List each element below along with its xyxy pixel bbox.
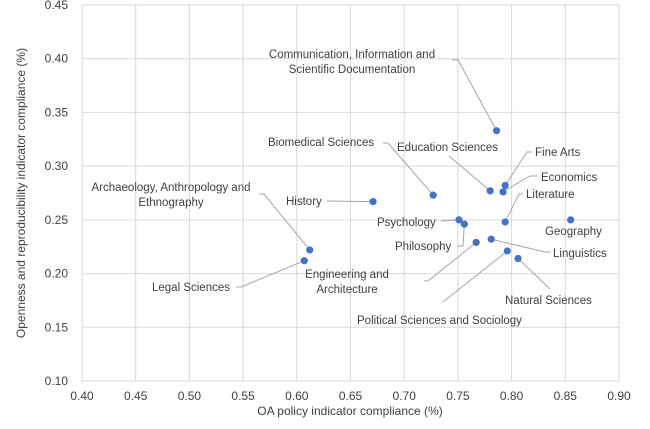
- y-tick-label: 0.45: [45, 0, 69, 12]
- x-tick-label: 0.80: [500, 389, 524, 403]
- data-label-line: Political Sciences and Sociology: [357, 315, 522, 327]
- data-label-line: Legal Sciences: [152, 282, 230, 294]
- x-tick-label: 0.40: [70, 389, 94, 403]
- data-label-line: Fine Arts: [535, 147, 581, 159]
- leader-line: [383, 142, 434, 196]
- leader-line: [236, 260, 305, 288]
- data-label-line: History: [286, 196, 322, 208]
- data-label: Legal Sciences: [152, 282, 230, 294]
- data-label: Geography: [545, 226, 602, 238]
- x-tick-label: 0.90: [607, 389, 631, 403]
- data-label: Psychology: [377, 217, 436, 229]
- data-label: Philosophy: [395, 241, 452, 253]
- data-point[interactable]: [300, 257, 308, 265]
- y-tick-label: 0.35: [45, 105, 69, 119]
- data-label: Linguistics: [553, 248, 607, 260]
- leader-line: [424, 242, 477, 282]
- leader-line: [517, 258, 551, 290]
- x-tick-label: 0.60: [285, 389, 309, 403]
- leader-line: [259, 193, 311, 251]
- leader-lines: [236, 59, 551, 303]
- data-label: Fine Arts: [535, 147, 581, 159]
- y-tick-label: 0.15: [45, 320, 69, 334]
- data-point[interactable]: [567, 216, 575, 224]
- data-label-line: Philosophy: [395, 241, 452, 253]
- data-label-line: Engineering and: [305, 269, 389, 281]
- x-tick-label: 0.45: [124, 389, 148, 403]
- y-axis-title: Openness and reproducibility indicator c…: [14, 48, 28, 338]
- data-label: Communication, Information and Scientific…: [269, 49, 435, 76]
- data-label: History: [286, 196, 322, 208]
- data-label: Economics: [541, 172, 597, 184]
- data-point[interactable]: [503, 247, 511, 255]
- data-point[interactable]: [514, 254, 522, 263]
- x-tick-label: 0.65: [339, 389, 363, 403]
- data-point[interactable]: [369, 197, 377, 206]
- data-point[interactable]: [306, 246, 314, 254]
- data-label-line: Biomedical Sciences: [268, 137, 374, 149]
- data-label: Literature: [526, 189, 575, 201]
- y-tick-label: 0.40: [45, 52, 69, 66]
- leader-line: [326, 200, 374, 203]
- leader-line: [491, 238, 550, 253]
- gridlines: [81, 4, 620, 382]
- data-label-line: Archaeology, Anthropology and: [92, 182, 251, 194]
- y-tick-label: 0.10: [45, 374, 69, 388]
- data-point[interactable]: [455, 216, 463, 224]
- data-label-line: Communication, Information and: [269, 49, 435, 61]
- data-label: Natural Sciences: [505, 295, 592, 307]
- data-point[interactable]: [499, 188, 507, 196]
- leader-line: [448, 155, 491, 192]
- y-tick-label: 0.30: [45, 159, 69, 173]
- data-label: Biomedical Sciences: [268, 137, 374, 149]
- data-label-line: Education Sciences: [397, 142, 498, 154]
- leader-line: [504, 151, 532, 186]
- data-label: Engineering and Architecture: [305, 269, 389, 296]
- y-tick-label: 0.20: [45, 267, 69, 281]
- data-point[interactable]: [472, 238, 480, 247]
- data-label-line: Literature: [526, 189, 575, 201]
- data-label-line: Natural Sciences: [505, 295, 592, 307]
- leader-line: [504, 193, 523, 223]
- data-label-line: Geography: [545, 226, 602, 238]
- leader-line: [502, 175, 537, 193]
- data-points: [300, 127, 575, 265]
- data-label-line: Psychology: [377, 217, 436, 229]
- data-label: Archaeology, Anthropology and Ethnography: [92, 182, 251, 209]
- x-tick-label: 0.55: [231, 389, 255, 403]
- x-axis-title: OA policy indicator compliance (%): [257, 404, 442, 418]
- data-point[interactable]: [486, 187, 494, 195]
- data-label-line: Economics: [541, 172, 597, 184]
- y-tick-label: 0.25: [45, 213, 69, 227]
- data-label: Political Sciences and Sociology: [357, 315, 522, 327]
- leader-line: [442, 250, 508, 303]
- data-point[interactable]: [492, 127, 501, 135]
- data-point[interactable]: [501, 218, 509, 226]
- x-tick-label: 0.70: [393, 389, 417, 403]
- data-label-line: Scientific Documentation: [289, 64, 416, 76]
- data-label-line: Linguistics: [553, 248, 607, 260]
- x-tick-label: 0.50: [178, 389, 202, 403]
- leader-line: [458, 224, 465, 247]
- data-point[interactable]: [501, 181, 509, 190]
- data-point[interactable]: [429, 191, 437, 199]
- data-point[interactable]: [460, 220, 468, 228]
- data-label-line: Ethnography: [138, 197, 203, 209]
- data-label-line: Architecture: [316, 284, 377, 296]
- x-tick-label: 0.75: [446, 389, 470, 403]
- data-label: Education Sciences: [397, 142, 498, 154]
- x-tick-label: 0.85: [554, 389, 578, 403]
- leader-line: [452, 59, 498, 131]
- point-labels: Communication, Information and Scientific…: [92, 49, 607, 327]
- data-point[interactable]: [487, 235, 495, 243]
- tick-labels: 0.40 0.45 0.50 0.55 0.60 0.65 0.70 0.75 0.80 0.85…: [45, 0, 631, 403]
